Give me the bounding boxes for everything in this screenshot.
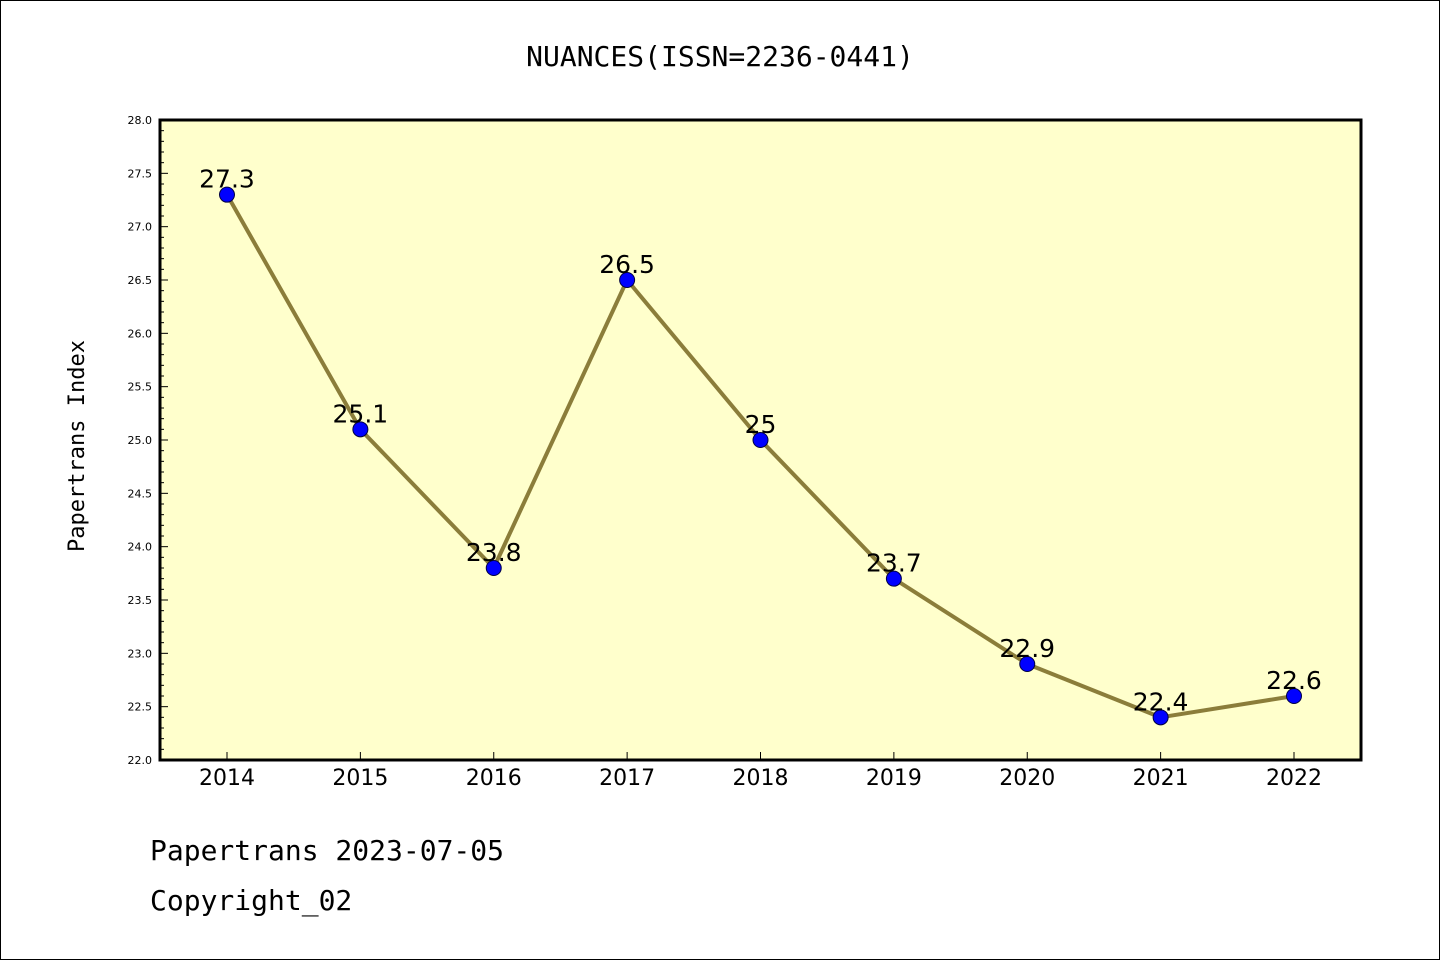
y-tick-label: 22.0 — [128, 754, 153, 767]
x-tick-label: 2021 — [1133, 766, 1189, 791]
y-tick-label: 23.5 — [128, 594, 153, 607]
y-tick-label: 24.0 — [128, 541, 153, 554]
y-tick-label: 23.0 — [128, 647, 153, 660]
data-label: 25 — [745, 410, 777, 439]
y-tick-label: 26.5 — [128, 274, 153, 287]
data-point — [219, 186, 235, 203]
data-point — [485, 560, 502, 576]
y-tick-label: 22.5 — [128, 701, 153, 714]
data-point — [1152, 709, 1169, 726]
x-tick-label: 2022 — [1266, 766, 1322, 791]
y-tick-label: 25.0 — [128, 434, 153, 447]
x-tick-label: 2018 — [733, 766, 789, 791]
data-point — [885, 570, 902, 587]
y-tick-label: 27.5 — [128, 167, 153, 180]
footer-date: Papertrans 2023-07-05 — [150, 834, 505, 867]
chart-title: NUANCES(ISSN=2236-0441) — [526, 40, 914, 73]
x-tick-label: 2017 — [599, 766, 655, 791]
data-label: 22.4 — [1133, 687, 1189, 716]
x-tick-label: 2015 — [332, 766, 388, 791]
data-point — [1019, 656, 1036, 672]
y-tick-label: 26.0 — [128, 327, 153, 340]
data-label: 23.7 — [866, 549, 922, 578]
series-layer: 27.3 25.1 23.8 26.5 25 23.7 22.9 22.4 22.6 — [199, 165, 1322, 726]
y-axis-label: Papertrans Index — [65, 340, 90, 552]
y-tick-label: 25.5 — [128, 381, 153, 394]
data-label: 25.1 — [333, 399, 389, 428]
data-label: 22.9 — [999, 634, 1055, 663]
data-label: 26.5 — [599, 250, 655, 279]
y-tick-label: 24.5 — [128, 487, 153, 500]
y-tick-label: 27.0 — [128, 221, 153, 234]
data-label: 27.3 — [199, 165, 255, 194]
x-tick-label: 2016 — [466, 766, 522, 791]
y-axis: 22.0 22.5 23.0 23.5 24.0 24.5 25.0 25.5 26.0 26.5… — [128, 114, 168, 767]
x-axis: 2014 2015 2016 2017 2018 2019 2020 2021 2022 — [199, 752, 1322, 791]
data-point — [752, 432, 769, 448]
data-point — [619, 272, 636, 288]
x-tick-label: 2020 — [999, 766, 1055, 791]
data-label: 23.8 — [466, 538, 522, 567]
x-tick-label: 2019 — [866, 766, 922, 791]
footer-copyright: Copyright_02 — [150, 884, 353, 917]
data-point — [1286, 688, 1302, 704]
y-tick-label: 28.0 — [128, 114, 153, 127]
x-tick-label: 2014 — [199, 766, 255, 791]
data-label: 22.6 — [1266, 666, 1322, 695]
data-point — [352, 421, 369, 438]
